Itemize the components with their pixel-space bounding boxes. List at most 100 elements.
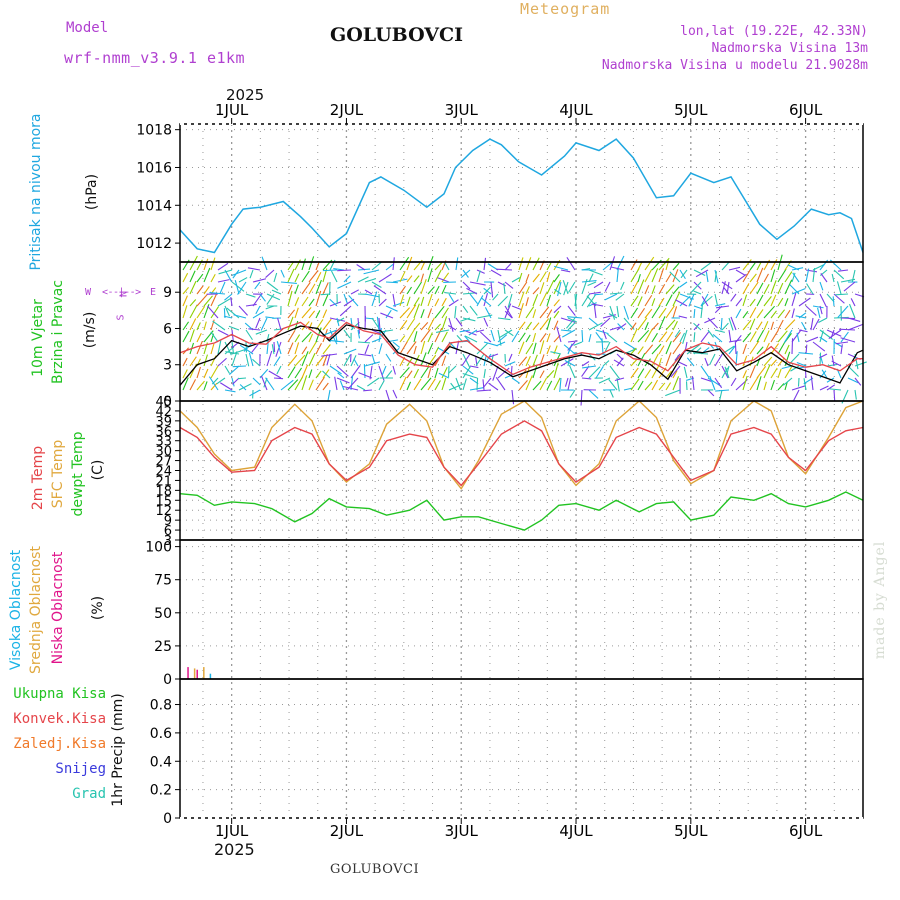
top-year-label: 2025 [226, 86, 265, 104]
wind-barb [724, 366, 730, 379]
wind-barb [840, 344, 843, 355]
wind-barb [742, 319, 752, 331]
wind-barb [343, 293, 349, 305]
wind-barb [406, 381, 412, 391]
wind-barb [709, 375, 716, 391]
wind-barb [665, 331, 674, 343]
wind-barb [598, 377, 611, 384]
wind-barb [693, 290, 702, 295]
wind-barb [301, 351, 309, 367]
wind-barb [308, 256, 315, 271]
wind-barb [693, 332, 696, 343]
wind-barb [770, 259, 778, 271]
wind-barb [679, 269, 686, 280]
wind-barb [461, 353, 471, 367]
wind-barb [469, 305, 478, 316]
wind-barb [707, 317, 718, 329]
legend-total-rain: Ukupna Kisa [13, 686, 106, 702]
wind-barb [554, 265, 569, 271]
wind-barb [721, 322, 729, 331]
wind-barb [420, 278, 427, 295]
wind-barb [756, 376, 762, 391]
wind-barb [556, 326, 562, 343]
wind-barb [182, 369, 188, 379]
wind-barb [721, 345, 735, 355]
wind-barb [546, 380, 553, 391]
wind-barb [833, 341, 843, 348]
wind-barb [714, 269, 719, 284]
wind-barb [630, 259, 638, 271]
y-tick-label: 0 [163, 672, 172, 688]
wind-barb [441, 367, 448, 379]
wind-barb [587, 281, 597, 287]
wind-barb [271, 344, 275, 355]
wind-barb [475, 329, 485, 333]
wind-barb [735, 308, 742, 319]
meteogram-title: Meteogram [520, 0, 611, 18]
wind-barb [315, 290, 322, 307]
legend-convective: Konvek.Kisa [13, 711, 106, 727]
wind-barb [420, 261, 426, 271]
wind-barb [378, 380, 385, 391]
wind-barb [343, 275, 351, 283]
wind-barb [287, 330, 296, 343]
wind-barb [294, 273, 300, 283]
wind-barb [371, 329, 381, 334]
wind-barb [678, 315, 688, 319]
wind-barb [479, 331, 492, 343]
wind-barb [363, 389, 373, 392]
wind-barb [265, 269, 275, 278]
wind-barb [749, 318, 756, 331]
wind-barb [672, 332, 681, 343]
wind-barb [854, 361, 867, 367]
wind-barb [831, 360, 842, 367]
wind-barb [224, 293, 233, 301]
y-tick-label: 9 [163, 285, 172, 301]
wind-barb [301, 331, 312, 343]
wind-barb [770, 359, 777, 367]
cloud-frame [179, 539, 864, 680]
wind-barb [495, 377, 506, 391]
wind-barb [532, 332, 537, 343]
wind-barb [427, 286, 435, 295]
y-tick-label: 3 [163, 358, 172, 374]
wind-barb [203, 267, 211, 283]
wind-barb [789, 284, 800, 295]
wind-barb [680, 269, 688, 279]
wind-barb [518, 341, 525, 355]
wind-barb [237, 281, 247, 295]
wind-barb [203, 295, 213, 307]
wind-barb [504, 329, 514, 337]
wind-barb [483, 317, 489, 327]
wind-barb [273, 377, 284, 380]
wind-barb [230, 296, 233, 307]
wind-barb [831, 355, 835, 367]
wind-barb [364, 278, 377, 283]
wind-barb [616, 305, 620, 318]
wind-barb [651, 285, 656, 295]
wind-barb [287, 284, 293, 295]
wind-barb [399, 285, 406, 295]
wind-barb [602, 261, 614, 271]
wind-barb [497, 329, 502, 346]
wind-barb [749, 273, 757, 283]
y-tick-label: 0.2 [150, 783, 172, 799]
wind-barb [203, 286, 210, 295]
wind-barb [742, 310, 749, 319]
wind-barb [294, 367, 303, 379]
wind-barb [223, 315, 233, 319]
wind-barb [444, 291, 457, 295]
wind-barb [315, 262, 320, 271]
wind-barb [777, 297, 784, 307]
wind-barb [553, 305, 562, 314]
wind-barb [730, 293, 737, 302]
wind-barb [315, 279, 322, 295]
wind-barb [609, 292, 623, 295]
y-tick-label: 25 [154, 639, 172, 655]
wind-barb [826, 384, 836, 391]
wind-barb [833, 389, 836, 402]
wind-barb [441, 307, 449, 319]
precip-frame [179, 678, 864, 819]
wind-barb [371, 317, 380, 329]
